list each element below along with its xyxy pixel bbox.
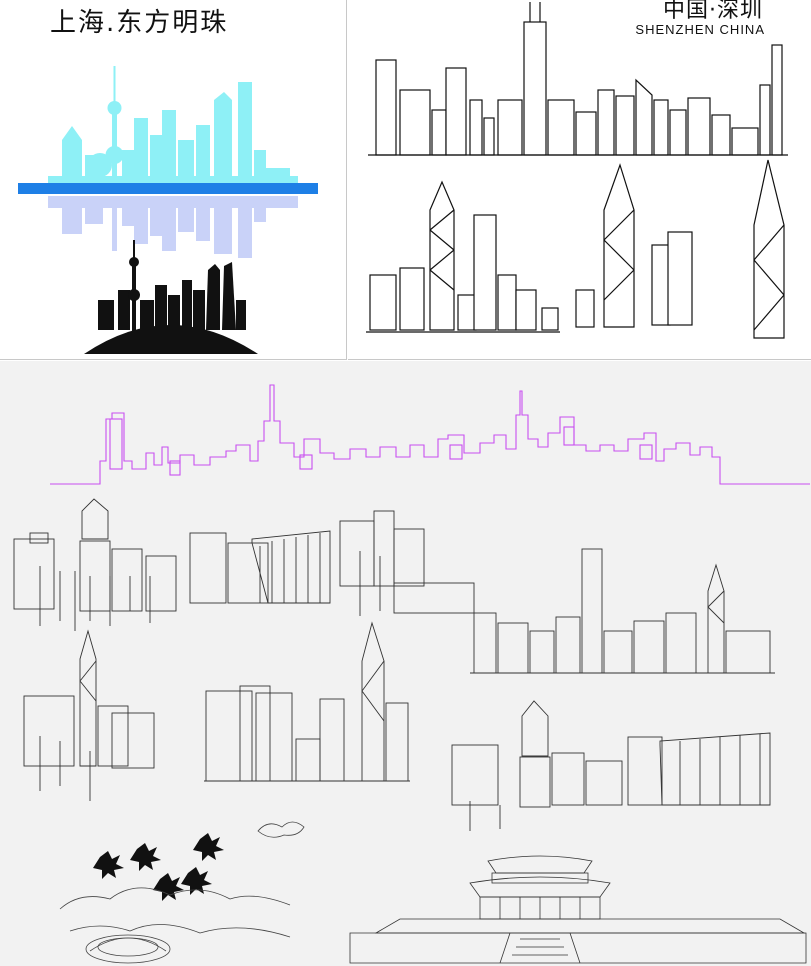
line-skyline-bottom-left [23, 629, 155, 801]
shanghai-illustration [18, 66, 318, 354]
line-skyline-left [13, 498, 177, 631]
shenzhen-upper-skyline [368, 2, 788, 156]
shanghai-reflection [48, 196, 298, 258]
line-skyline-bottom-right [451, 700, 771, 831]
shanghai-title: 上海.东方明珠 [50, 8, 229, 38]
shenzhen-title: 中国·深圳 [663, 0, 763, 23]
palace-line-art [349, 855, 807, 964]
shanghai-water-band [18, 183, 318, 194]
shanghai-cyan-skyline [48, 66, 298, 185]
clouds-and-stadium [59, 821, 305, 964]
shenzhen-illustration [366, 2, 788, 339]
purple-skyline [50, 384, 810, 485]
shanghai-black-silhouette [84, 240, 258, 354]
lineart-panel [0, 361, 811, 966]
line-skyline-hk [470, 548, 775, 674]
lineart-illustration [13, 384, 810, 964]
flower-motifs [93, 833, 224, 901]
line-skyline-center [189, 530, 331, 604]
shenzhen-subtitle: SHENZHEN CHINA [635, 22, 765, 37]
shenzhen-panel: 中国·深圳 SHENZHEN CHINA [348, 0, 811, 360]
shanghai-panel: 上海.东方明珠 [0, 0, 347, 360]
line-skyline-bottom-center [204, 621, 410, 782]
line-skyline-right-top [339, 510, 475, 616]
shenzhen-lower-buildings [366, 159, 785, 339]
